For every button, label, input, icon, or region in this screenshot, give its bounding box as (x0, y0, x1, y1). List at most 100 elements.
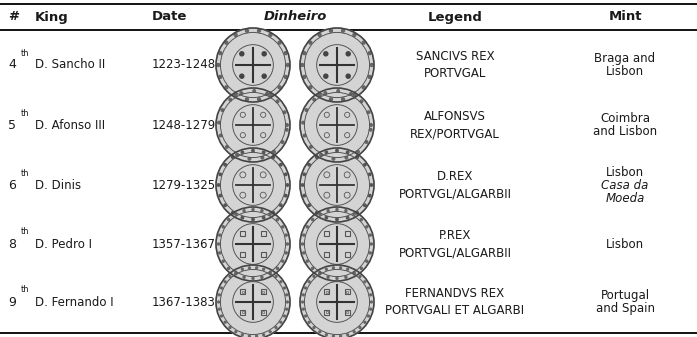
Circle shape (300, 148, 374, 222)
Text: 1357-1367: 1357-1367 (152, 238, 216, 250)
Bar (346, 290, 348, 293)
Circle shape (235, 273, 237, 275)
Circle shape (284, 173, 287, 176)
Circle shape (370, 243, 372, 245)
Circle shape (356, 156, 358, 158)
Circle shape (360, 219, 362, 221)
Circle shape (226, 146, 228, 148)
Circle shape (324, 52, 328, 56)
Circle shape (219, 252, 221, 254)
Circle shape (359, 327, 361, 329)
Circle shape (252, 277, 254, 279)
Bar (261, 232, 266, 236)
Circle shape (284, 75, 287, 79)
Circle shape (272, 156, 275, 158)
Circle shape (221, 315, 222, 317)
Text: Portugal: Portugal (600, 289, 650, 302)
Circle shape (222, 226, 224, 228)
Circle shape (342, 29, 344, 32)
Circle shape (286, 124, 289, 126)
Circle shape (302, 121, 305, 124)
Circle shape (369, 128, 372, 131)
Circle shape (286, 294, 288, 296)
Circle shape (364, 163, 366, 166)
Circle shape (336, 149, 338, 152)
Text: D. Pedro I: D. Pedro I (35, 238, 92, 250)
Circle shape (234, 33, 237, 36)
Circle shape (370, 63, 374, 66)
Circle shape (305, 109, 307, 111)
Circle shape (286, 243, 289, 245)
Circle shape (369, 124, 372, 126)
Circle shape (327, 276, 329, 278)
Circle shape (243, 210, 245, 212)
Circle shape (346, 216, 349, 219)
Text: th: th (21, 168, 29, 178)
Text: Lisbon: Lisbon (606, 238, 644, 250)
Circle shape (366, 226, 368, 228)
Circle shape (318, 33, 321, 36)
Circle shape (312, 219, 314, 221)
Bar (262, 290, 264, 293)
Circle shape (252, 218, 254, 221)
Circle shape (231, 156, 234, 158)
Circle shape (281, 141, 284, 143)
Circle shape (231, 212, 234, 214)
Circle shape (357, 151, 359, 153)
Bar (261, 252, 266, 256)
Circle shape (276, 100, 279, 103)
Circle shape (248, 335, 250, 337)
Circle shape (369, 308, 372, 310)
Circle shape (217, 63, 220, 66)
Circle shape (360, 267, 362, 269)
Circle shape (285, 234, 287, 236)
Text: Moeda: Moeda (605, 191, 645, 205)
Circle shape (320, 154, 322, 156)
Text: th: th (21, 285, 29, 295)
Circle shape (275, 276, 277, 277)
Circle shape (346, 74, 350, 78)
Circle shape (224, 281, 226, 283)
Circle shape (284, 315, 285, 317)
Circle shape (286, 184, 289, 186)
Text: 1367-1383: 1367-1383 (152, 296, 216, 308)
Bar (324, 310, 329, 314)
Circle shape (262, 52, 266, 56)
Circle shape (318, 94, 321, 97)
Circle shape (359, 276, 361, 277)
Text: th: th (21, 109, 29, 118)
Text: D. Dinis: D. Dinis (35, 179, 81, 191)
Circle shape (269, 94, 272, 97)
Circle shape (367, 315, 369, 317)
Bar (346, 311, 348, 313)
Circle shape (241, 334, 243, 336)
Circle shape (256, 335, 257, 337)
Circle shape (369, 194, 371, 197)
Circle shape (248, 158, 251, 160)
Circle shape (219, 194, 222, 197)
Circle shape (302, 301, 303, 303)
Circle shape (262, 74, 266, 78)
Circle shape (306, 226, 308, 228)
Circle shape (319, 271, 321, 273)
Circle shape (364, 204, 366, 207)
Circle shape (273, 151, 275, 153)
Circle shape (248, 267, 250, 269)
Bar (261, 289, 266, 294)
Bar (240, 289, 245, 294)
Circle shape (360, 100, 362, 103)
Circle shape (229, 327, 231, 329)
Circle shape (367, 111, 370, 114)
Circle shape (217, 301, 220, 303)
Circle shape (303, 173, 305, 176)
Circle shape (346, 52, 350, 56)
Circle shape (269, 331, 271, 333)
Circle shape (368, 52, 372, 55)
Circle shape (261, 156, 263, 159)
Circle shape (330, 29, 332, 32)
Text: Lisbon: Lisbon (606, 165, 644, 179)
Circle shape (367, 287, 369, 289)
Circle shape (336, 218, 338, 221)
Circle shape (258, 98, 261, 101)
Circle shape (312, 267, 314, 269)
